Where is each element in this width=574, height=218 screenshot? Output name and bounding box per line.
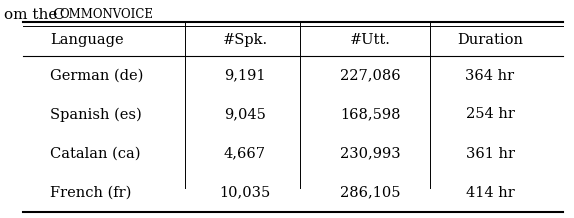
Text: C: C (52, 8, 64, 22)
Text: 364 hr: 364 hr (466, 68, 514, 82)
Text: #Spk.: #Spk. (223, 33, 267, 47)
Text: 9,045: 9,045 (224, 107, 266, 121)
Text: 361 hr: 361 hr (466, 146, 514, 160)
Text: Spanish (es): Spanish (es) (50, 107, 142, 122)
Text: Duration: Duration (457, 33, 523, 47)
Text: 254 hr: 254 hr (466, 107, 514, 121)
Text: OMMONVOICE: OMMONVOICE (59, 8, 153, 21)
Text: Catalan (ca): Catalan (ca) (50, 146, 141, 160)
Text: 414 hr: 414 hr (466, 186, 514, 199)
Text: 230,993: 230,993 (340, 146, 400, 160)
Text: 227,086: 227,086 (340, 68, 400, 82)
Text: 9,191: 9,191 (224, 68, 266, 82)
Text: 10,035: 10,035 (219, 186, 270, 199)
Text: om the: om the (4, 8, 62, 22)
Text: 168,598: 168,598 (340, 107, 400, 121)
Text: French (fr): French (fr) (50, 186, 131, 199)
Text: #Utt.: #Utt. (350, 33, 390, 47)
Text: German (de): German (de) (50, 68, 144, 82)
Text: 4,667: 4,667 (224, 146, 266, 160)
Text: Language: Language (50, 33, 123, 47)
Text: 286,105: 286,105 (340, 186, 400, 199)
